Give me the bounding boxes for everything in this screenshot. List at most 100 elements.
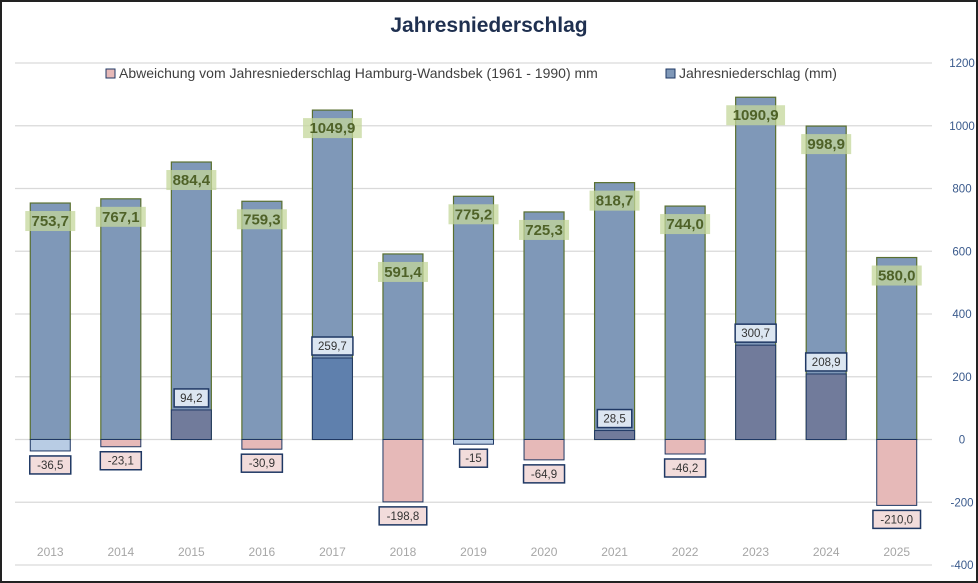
- y-tick-label: 800: [952, 184, 971, 196]
- y-tick-label: 400: [952, 309, 971, 321]
- precip-label-bg: [660, 214, 711, 235]
- legend-label: Abweichung vom Jahresniederschlag Hambur…: [119, 65, 598, 81]
- x-tick-label: 2025: [883, 545, 910, 559]
- y-tick-label: 200: [952, 372, 971, 384]
- x-tick-label: 2021: [601, 545, 628, 559]
- precip-data-label: 591,4: [384, 264, 422, 281]
- deviation-data-label: -36,5: [37, 460, 63, 472]
- deviation-bar: [876, 439, 918, 506]
- precip-label-bg: [303, 118, 362, 139]
- x-tick-label: 2019: [460, 545, 487, 559]
- deviation-label-bg: [99, 450, 143, 471]
- precip-bar: [452, 195, 495, 441]
- precip-bar: [593, 182, 636, 441]
- y-tick-label: 0: [959, 435, 965, 447]
- deviation-bar: [664, 439, 706, 455]
- precip-bar: [241, 200, 283, 441]
- precip-bar: [382, 253, 424, 441]
- deviation-bar: [100, 439, 142, 448]
- precip-data-label: 725,3: [525, 222, 563, 239]
- x-tick-label: 2013: [37, 545, 64, 559]
- deviation-data-label: -15: [465, 453, 482, 465]
- precip-bar: [664, 205, 706, 441]
- precip-label-bg: [726, 105, 786, 126]
- y-tick-label: 1200: [949, 58, 975, 70]
- precip-data-label: 1049,9: [309, 120, 355, 137]
- deviation-label-bg: [804, 352, 848, 372]
- x-tick-label: 2016: [249, 545, 276, 559]
- deviation-label-bg: [872, 509, 922, 530]
- deviation-data-label: -198,8: [387, 511, 420, 523]
- precip-data-label: 580,0: [878, 268, 916, 285]
- deviation-label-bg: [378, 506, 428, 526]
- precip-data-label: 884,4: [173, 172, 211, 189]
- precip-label-bg: [377, 261, 428, 282]
- deviation-bar: [382, 439, 424, 503]
- deviation-bar: [594, 430, 636, 441]
- precip-label-bg: [589, 190, 640, 211]
- deviation-data-label: -30,9: [249, 458, 275, 470]
- legend-swatch: [105, 68, 116, 79]
- precip-data-label: 744,0: [666, 216, 704, 233]
- legend-swatch: [665, 68, 676, 79]
- precip-label-bg: [448, 204, 499, 225]
- deviation-bar: [311, 357, 353, 441]
- precip-label-bg: [801, 134, 852, 155]
- x-tick-label: 2018: [390, 545, 417, 559]
- x-tick-label: 2023: [742, 545, 769, 559]
- deviation-bar: [29, 439, 71, 452]
- precip-bar: [100, 198, 142, 441]
- x-tick-label: 2020: [531, 545, 558, 559]
- deviation-label-bg: [173, 388, 210, 408]
- y-tick-label: -400: [950, 560, 973, 572]
- precip-bar: [876, 256, 918, 441]
- precip-bar: [29, 202, 71, 441]
- deviation-label-bg: [311, 336, 354, 356]
- y-tick-label: 1000: [949, 121, 975, 133]
- x-tick-label: 2014: [107, 545, 134, 559]
- precip-data-label: 759,3: [243, 211, 281, 228]
- deviation-label-bg: [522, 464, 566, 484]
- deviation-bar: [453, 439, 494, 445]
- deviation-label-bg: [29, 455, 72, 475]
- chart-title: Jahresniederschlag: [390, 14, 588, 37]
- deviation-data-label: -46,2: [672, 463, 698, 475]
- x-tick-label: 2024: [813, 545, 840, 559]
- precip-label-bg: [871, 265, 922, 286]
- deviation-bar: [805, 373, 847, 440]
- deviation-bar: [735, 344, 777, 440]
- precip-data-label: 818,7: [596, 193, 634, 210]
- x-tick-label: 2022: [672, 545, 699, 559]
- deviation-data-label: 300,7: [741, 328, 770, 340]
- precip-label-bg: [236, 209, 287, 230]
- precip-data-label: 753,7: [31, 213, 69, 230]
- deviation-label-bg: [663, 458, 707, 478]
- deviation-label-bg: [596, 408, 633, 429]
- x-tick-label: 2015: [178, 545, 205, 559]
- deviation-data-label: -210,0: [880, 514, 913, 526]
- deviation-data-label: -64,9: [531, 469, 557, 481]
- deviation-data-label: 259,7: [318, 341, 347, 353]
- deviation-data-label: -23,1: [108, 456, 134, 468]
- legend-label: Jahresniederschlag (mm): [679, 65, 837, 81]
- deviation-data-label: 28,5: [603, 414, 625, 426]
- deviation-bar: [241, 439, 283, 450]
- deviation-bar: [170, 409, 212, 441]
- deviation-data-label: 208,9: [812, 357, 841, 369]
- y-tick-label: -200: [950, 497, 973, 509]
- deviation-label-bg: [240, 453, 284, 473]
- deviation-label-bg: [458, 448, 489, 468]
- precip-data-label: 775,2: [455, 206, 493, 223]
- precip-data-label: 1090,9: [733, 107, 779, 124]
- precip-label-bg: [166, 170, 217, 191]
- deviation-bar: [523, 439, 565, 461]
- deviation-label-bg: [734, 323, 777, 343]
- precip-data-label: 767,1: [102, 209, 140, 226]
- precip-label-bg: [25, 211, 76, 232]
- precip-label-bg: [519, 219, 570, 240]
- deviation-data-label: 94,2: [180, 393, 202, 405]
- precip-bar: [523, 211, 565, 441]
- precip-label-bg: [95, 206, 146, 227]
- y-tick-label: 600: [952, 246, 971, 258]
